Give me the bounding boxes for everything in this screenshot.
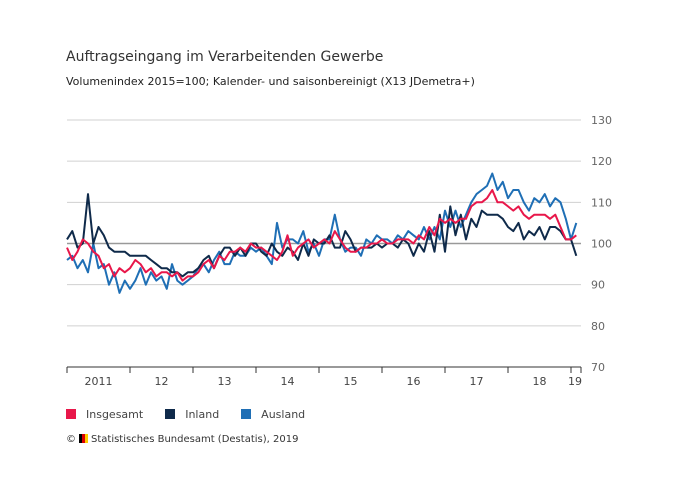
series-line-insgesamt (66, 189, 577, 282)
y-tick-label: 130 (591, 114, 612, 127)
legend-swatch (66, 409, 76, 419)
legend-item-inland[interactable]: Inland (165, 408, 219, 421)
source-footer: © Statistisches Bundesamt (Destatis), 201… (66, 434, 298, 445)
x-tick-label: 19 (568, 375, 582, 388)
x-tick-label: 17 (470, 375, 484, 388)
chart-subtitle: Volumenindex 2015=100; Kalender- und sai… (66, 75, 475, 88)
x-tick-label: 2011 (85, 375, 113, 388)
destatis-logo-icon (79, 434, 88, 443)
y-tick-label: 80 (591, 320, 605, 333)
x-tick-label: 18 (533, 375, 547, 388)
chart-title: Auftragseingang im Verarbeitenden Gewerb… (66, 49, 384, 65)
y-tick-label: 100 (591, 238, 612, 251)
copyright-symbol: © (66, 434, 76, 445)
legend-item-ausland[interactable]: Ausland (241, 408, 305, 421)
legend-swatch (165, 409, 176, 419)
x-tick-label: 12 (155, 375, 169, 388)
legend-label: Inland (185, 408, 220, 421)
y-tick-label: 110 (591, 196, 612, 209)
x-tick-label: 15 (344, 375, 358, 388)
legend-item-insgesamt[interactable]: Insgesamt (66, 408, 143, 421)
y-tick-label: 120 (591, 155, 612, 168)
y-tick-label: 70 (591, 361, 605, 374)
series-line-ausland (66, 172, 578, 294)
y-tick-label: 90 (591, 279, 605, 292)
legend-label: Ausland (261, 408, 306, 421)
series-line-inland (66, 193, 578, 278)
legend-label: Insgesamt (86, 408, 144, 421)
legend: Insgesamt Inland Ausland (66, 408, 305, 421)
x-tick-label: 16 (407, 375, 421, 388)
x-tick-label: 14 (281, 375, 295, 388)
source-text: Statistisches Bundesamt (Destatis), 2019 (91, 434, 299, 445)
legend-swatch (241, 409, 252, 419)
x-tick-label: 13 (218, 375, 232, 388)
